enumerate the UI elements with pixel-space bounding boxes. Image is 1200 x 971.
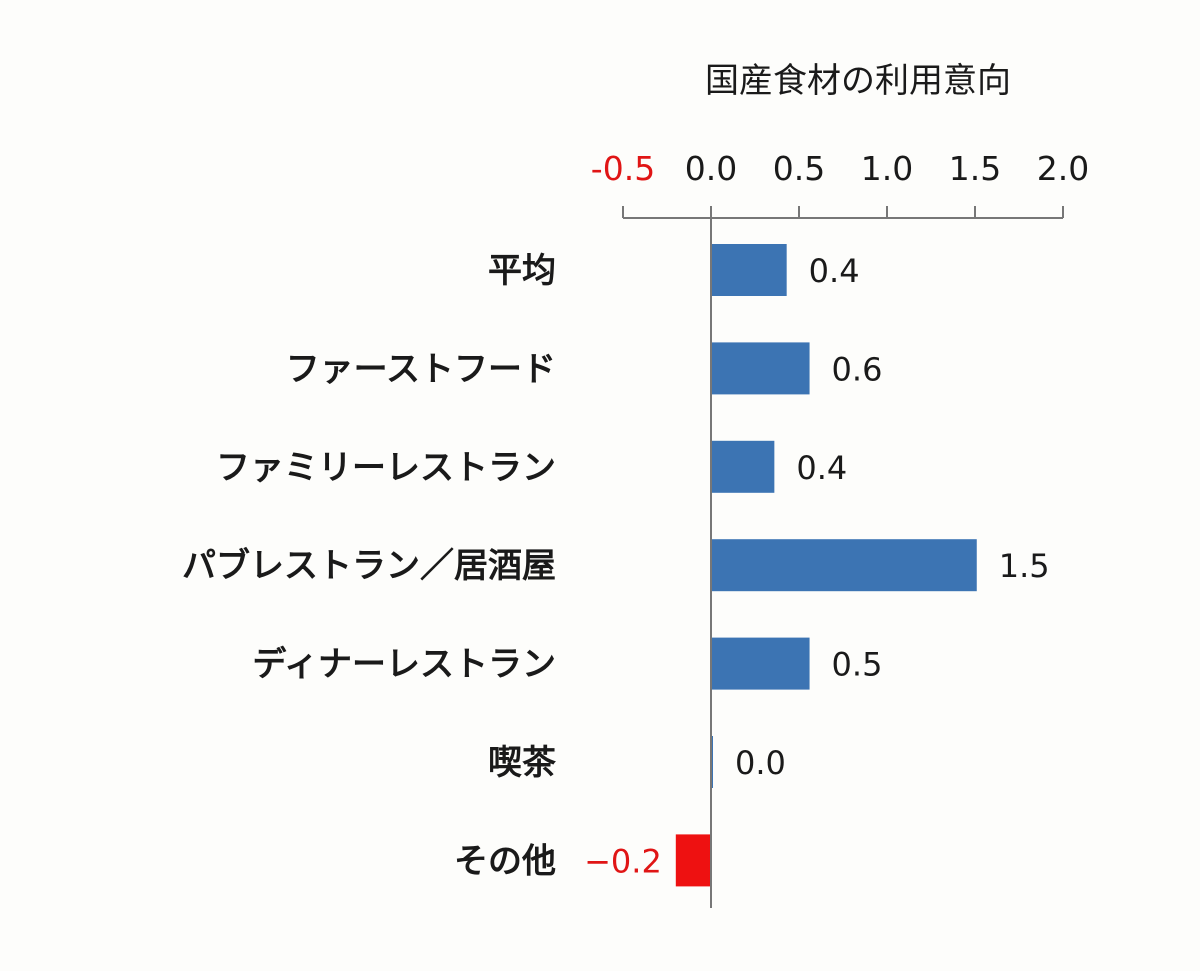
bar (711, 342, 810, 395)
x-tick-label: 0.0 (685, 149, 737, 188)
data-label: 0.4 (796, 449, 847, 487)
category-label: 平均 (488, 251, 556, 291)
data-label: 0.5 (832, 646, 883, 684)
category-label: ディナーレストラン (252, 645, 556, 685)
category-label: パブレストラン／居酒屋 (182, 546, 556, 586)
bar (711, 440, 775, 493)
bars (675, 244, 977, 887)
category-label: ファミリーレストラン (216, 448, 556, 488)
bar (711, 244, 787, 296)
x-tick-label: 1.5 (949, 149, 1001, 188)
x-tick-label: -0.5 (591, 149, 655, 188)
bar (711, 539, 977, 592)
x-axis: -0.5 0.0 0.5 1.0 1.5 2.0 (591, 149, 1089, 219)
data-label: 1.5 (999, 547, 1050, 585)
data-label: 0.0 (735, 744, 786, 782)
category-labels: 平均ファーストフードファミリーレストランパブレストラン／居酒屋ディナーレストラン… (182, 251, 557, 881)
data-labels: 0.4 0.6 0.4 1.5 0.5 0.0 −0.2 (584, 218, 1050, 908)
data-label: 0.4 (809, 252, 860, 290)
category-label: ファーストフード (286, 349, 556, 389)
x-tick-label: 1.0 (861, 149, 913, 188)
x-tick-label: 0.5 (773, 149, 825, 188)
bar (675, 834, 711, 887)
category-label: 喫茶 (488, 743, 557, 783)
bar (711, 637, 810, 690)
data-label: −0.2 (584, 842, 662, 880)
data-label: 0.6 (832, 350, 883, 388)
x-tick-label: 2.0 (1037, 149, 1089, 188)
category-label: その他 (454, 841, 556, 881)
chart-title: 国産食材の利用意向 (705, 61, 1011, 101)
